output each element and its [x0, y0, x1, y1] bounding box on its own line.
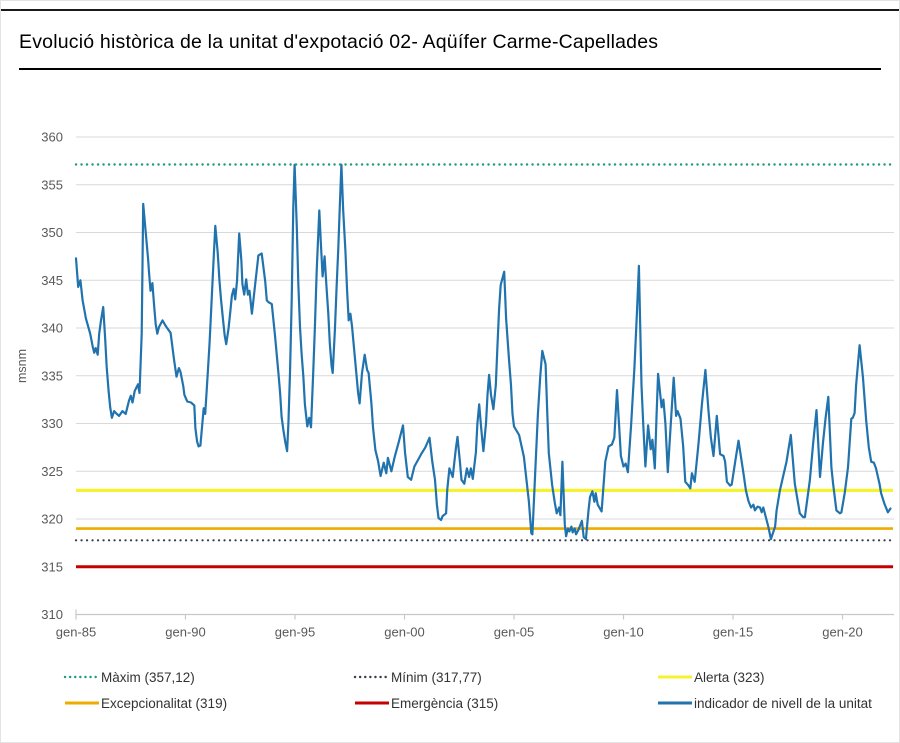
chart-legend: Màxim (357,12) Excepcionalitat (319) Mín… [1, 664, 899, 724]
y-tick-label-350: 350 [41, 225, 63, 240]
legend-item-minim: Mínim (317,77) [353, 664, 498, 690]
legend-item-indicador: indicador de nivell de la unitat [656, 690, 872, 716]
legend-swatch-minim-icon [353, 675, 391, 679]
legend-swatch-maxim-icon [63, 675, 101, 679]
legend-swatch-alerta-icon [658, 675, 692, 679]
y-tick-label-355: 355 [41, 177, 63, 192]
legend-column-2: Mínim (317,77) Emergència (315) [353, 664, 498, 716]
x-tick-label-gen-95: gen-95 [275, 625, 315, 640]
y-tick-label-330: 330 [41, 416, 63, 431]
y-axis-title: msnm [15, 348, 29, 384]
legend-item-excepcionalitat: Excepcionalitat (319) [63, 690, 227, 716]
y-tick-label-315: 315 [41, 559, 63, 574]
page-title: Evolució històrica de la unitat d'expota… [19, 31, 659, 53]
legend-swatch-excepcionalitat-icon [65, 701, 99, 705]
legend-item-maxim: Màxim (357,12) [63, 664, 227, 690]
x-tick-label-gen-15: gen-15 [713, 625, 753, 640]
x-tick-label-gen-00: gen-00 [384, 625, 424, 640]
y-tick-label-320: 320 [41, 512, 63, 527]
legend-label-minim: Mínim (317,77) [391, 669, 482, 685]
chart-canvas: 310 315 320 325 330 335 340 345 350 355 360 gen-85 g… [41, 130, 895, 640]
y-tick-label-325: 325 [41, 464, 63, 479]
y-tick-label-340: 340 [41, 321, 63, 336]
y-tick-label-360: 360 [41, 130, 63, 145]
x-tick-label-gen-05: gen-05 [494, 625, 534, 640]
legend-swatch-indicador-icon [658, 701, 692, 705]
legend-item-emergencia: Emergència (315) [353, 690, 498, 716]
x-tick-label-gen-20: gen-20 [822, 625, 862, 640]
series-line-indicador [74, 163, 892, 541]
legend-item-alerta: Alerta (323) [656, 664, 872, 690]
title-underline [19, 68, 881, 70]
chart-area: 310 315 320 325 330 335 340 345 350 355 360 gen-85 g… [1, 86, 899, 646]
legend-label-excepcionalitat: Excepcionalitat (319) [101, 695, 228, 711]
x-tick-label-gen-10: gen-10 [603, 625, 643, 640]
y-tick-label-335: 335 [41, 368, 63, 383]
legend-label-alerta: Alerta (323) [694, 669, 765, 685]
legend-column-1: Màxim (357,12) Excepcionalitat (319) [63, 664, 227, 716]
y-tick-label-310: 310 [41, 607, 63, 622]
legend-column-3: Alerta (323) indicador de nivell de la u… [656, 664, 872, 716]
legend-label-maxim: Màxim (357,12) [101, 669, 195, 685]
legend-label-indicador: indicador de nivell de la unitat [694, 695, 872, 711]
legend-swatch-emergencia-icon [355, 701, 389, 705]
y-tick-label-345: 345 [41, 273, 63, 288]
x-tick-label-gen-90: gen-90 [165, 625, 205, 640]
legend-label-emergencia: Emergència (315) [391, 695, 499, 711]
x-tick-label-gen-85: gen-85 [56, 625, 96, 640]
top-divider [1, 9, 899, 11]
